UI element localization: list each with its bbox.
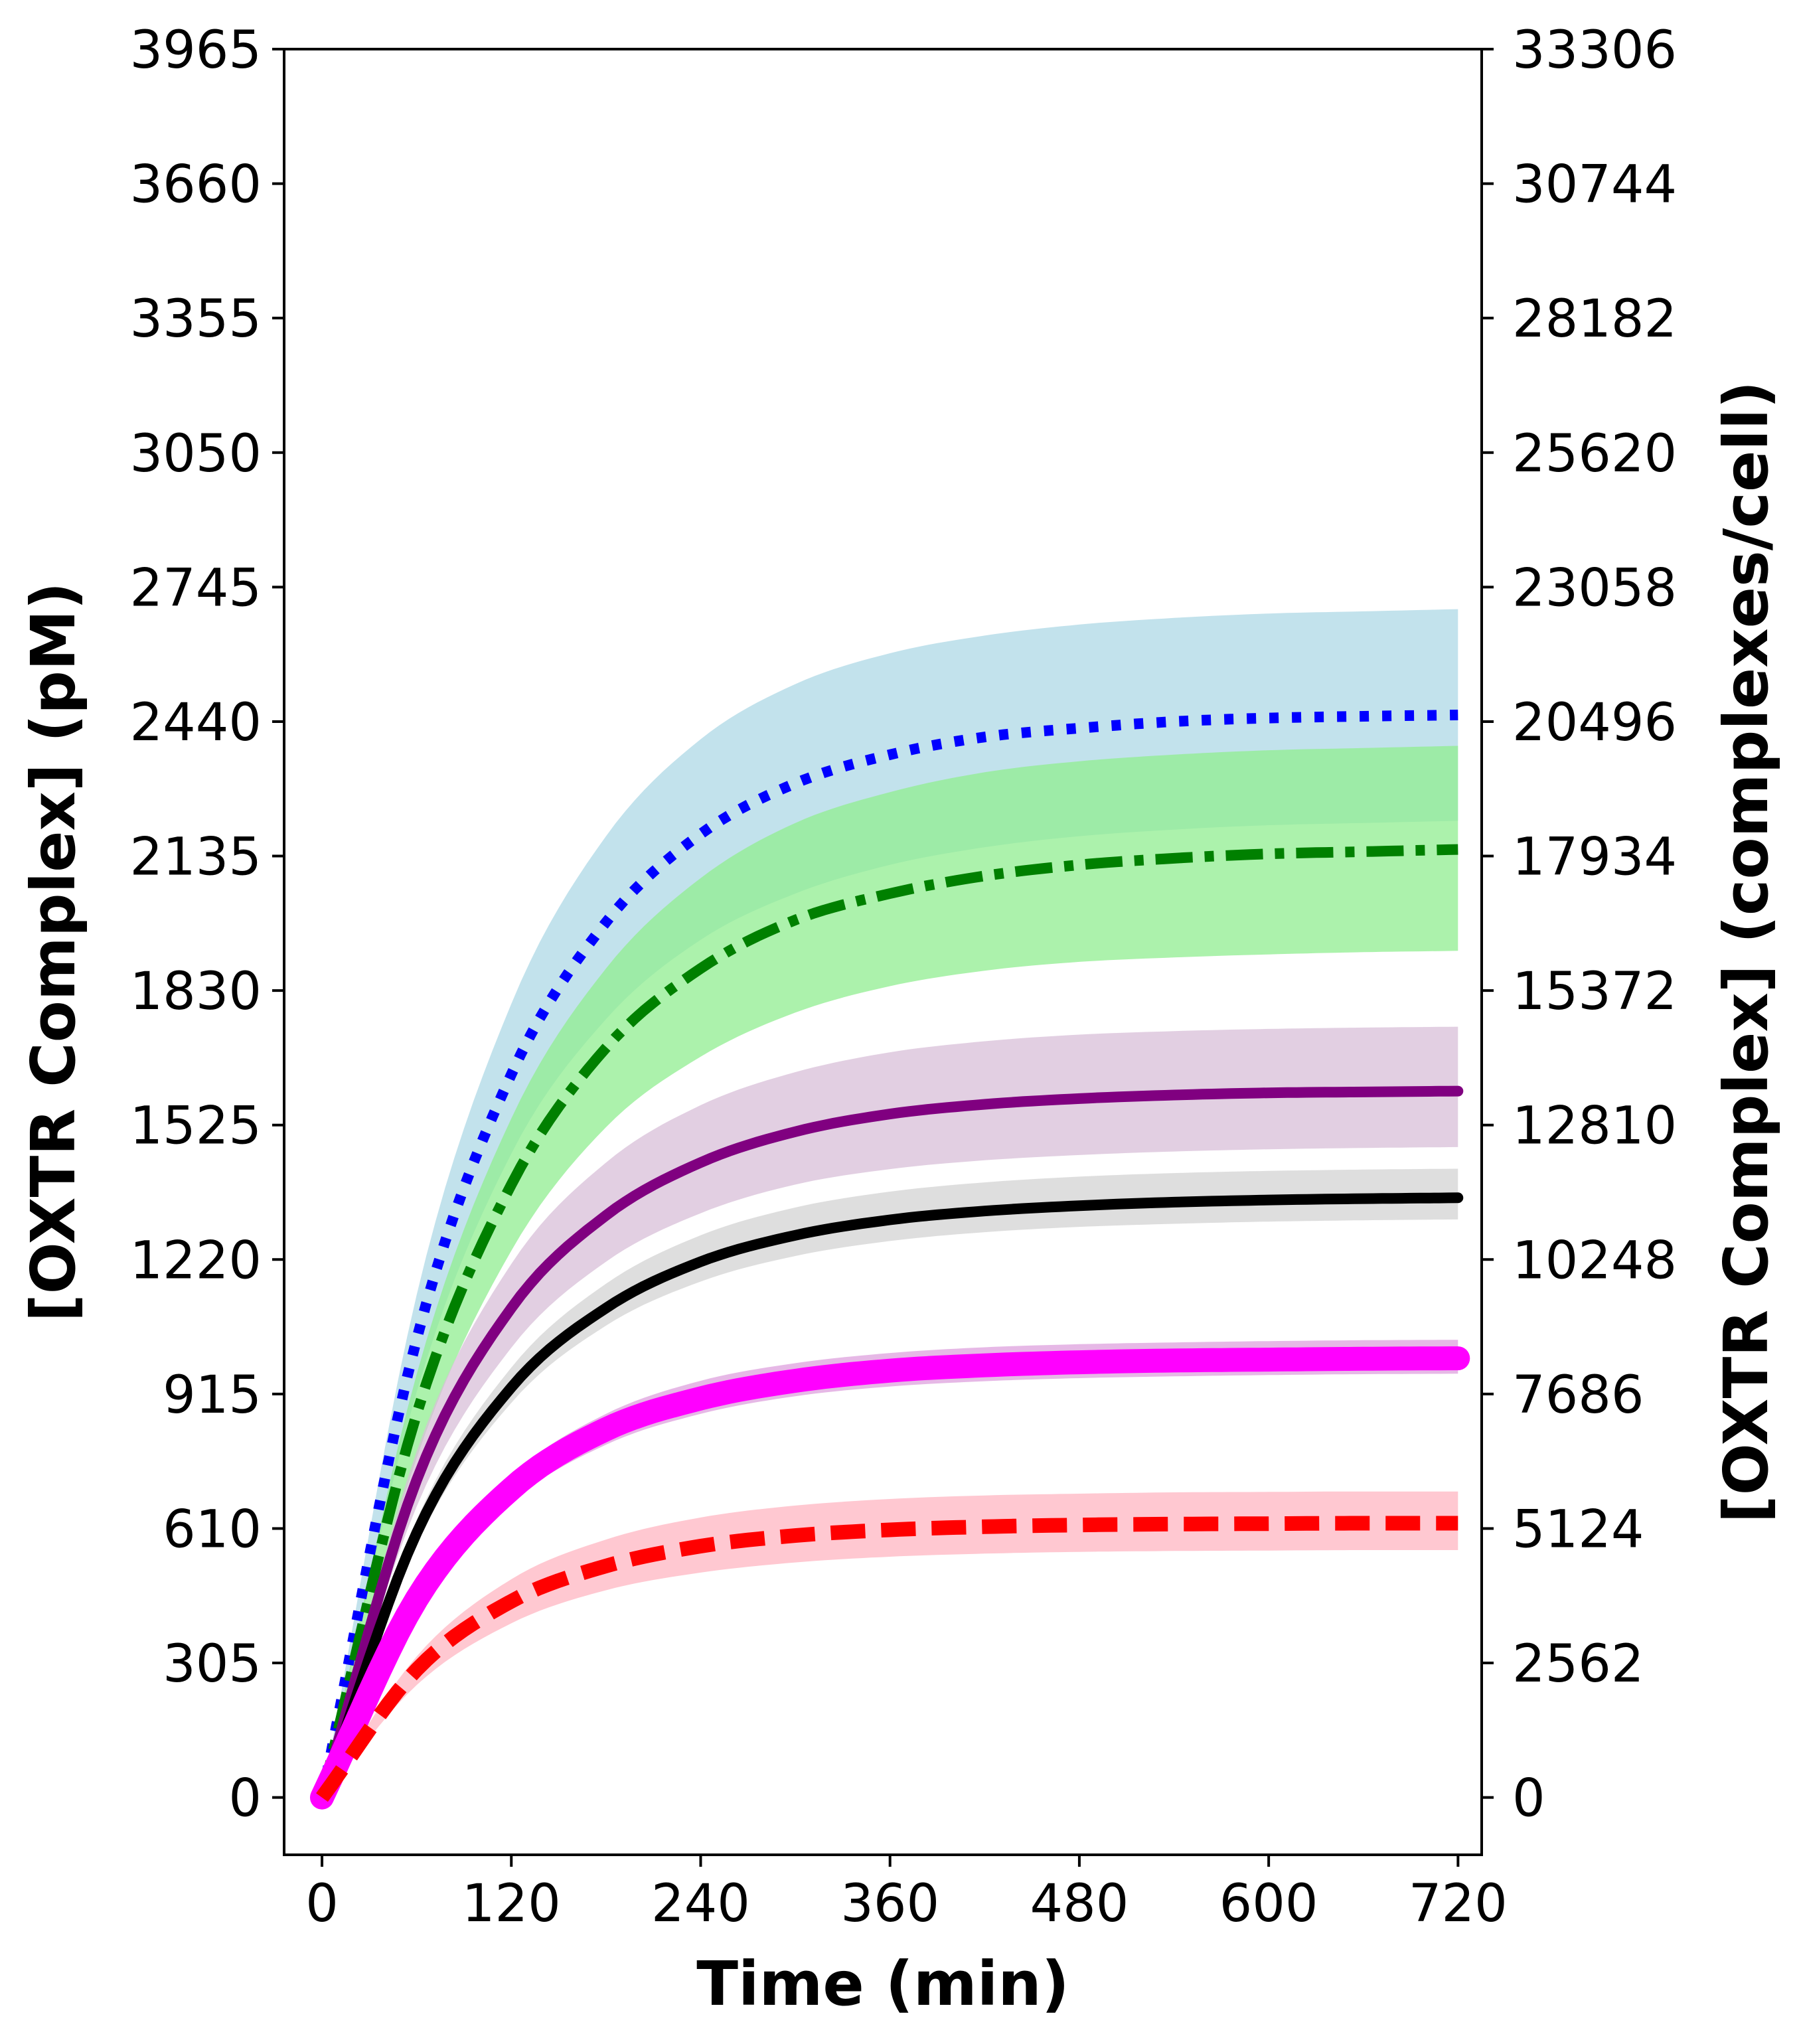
y-left-tick-label: 305 — [163, 1634, 262, 1694]
x-tick-label: 120 — [462, 1874, 561, 1934]
y-left-tick-label: 610 — [163, 1500, 262, 1559]
y-left-tick-label: 1220 — [129, 1231, 262, 1291]
y-right-tick-label: 0 — [1512, 1769, 1545, 1829]
y-right-tick-label: 33306 — [1512, 21, 1677, 80]
y-left-tick-label: 3965 — [129, 21, 262, 80]
x-tick-label: 480 — [1030, 1874, 1129, 1934]
y-right-tick-label: 25620 — [1512, 424, 1677, 484]
y-right-tick-label: 28182 — [1512, 289, 1677, 349]
series-line-2 — [317, 1085, 1464, 1803]
y-axis-title-right: [OXTR Complex] (complexes/cell) — [1711, 381, 1782, 1524]
y-left-tick-label: 2440 — [129, 693, 262, 753]
y-right-tick-label: 15372 — [1512, 962, 1677, 1022]
y-left-tick-label: 3355 — [129, 289, 262, 349]
y-right-tick-label: 2562 — [1512, 1634, 1644, 1694]
series-line-5 — [316, 1516, 1458, 1802]
y-left-tick-label: 1830 — [129, 962, 262, 1022]
confidence-band-0 — [322, 609, 1458, 1798]
x-tick-label: 720 — [1409, 1874, 1508, 1934]
series-line-4 — [310, 1346, 1470, 1810]
series-lines — [310, 710, 1470, 1810]
y-right-tick-label: 17934 — [1512, 828, 1677, 888]
y-right-tick-label: 20496 — [1512, 693, 1677, 753]
x-tick-label: 240 — [651, 1874, 750, 1934]
y-right-tick-label: 12810 — [1512, 1097, 1677, 1156]
y-left-tick-label: 2135 — [129, 828, 262, 888]
y-left-tick-label: 2745 — [129, 558, 262, 618]
y-left-tick-label: 915 — [163, 1366, 262, 1425]
series-line-1 — [317, 844, 1458, 1799]
x-tick-label: 600 — [1219, 1874, 1318, 1934]
y-right-tick-label: 7686 — [1512, 1366, 1644, 1425]
y-left-tick-label: 3050 — [129, 424, 262, 484]
y-left-tick-label: 3660 — [129, 155, 262, 215]
confidence-band-1 — [322, 746, 1458, 1798]
y-left-tick-label: 0 — [228, 1769, 262, 1829]
x-axis-title: Time (min) — [696, 1948, 1069, 2019]
y-right-tick-label: 5124 — [1512, 1500, 1644, 1559]
y-left-tick-label: 1525 — [129, 1097, 262, 1156]
y-right-tick-label: 10248 — [1512, 1231, 1677, 1291]
y-right-tick-label: 23058 — [1512, 558, 1677, 618]
y-axis-title-left: [OXTR Complex] (pM) — [18, 582, 89, 1322]
x-tick-label: 360 — [840, 1874, 939, 1934]
series-line-0 — [317, 710, 1458, 1799]
series-line-3 — [317, 1192, 1464, 1803]
plot-frame — [283, 48, 1483, 1856]
y-right-tick-label: 30744 — [1512, 155, 1677, 215]
x-tick-label: 0 — [305, 1874, 339, 1934]
